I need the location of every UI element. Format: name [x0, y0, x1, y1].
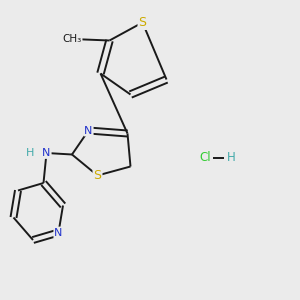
Text: N: N	[42, 148, 51, 158]
Text: H: H	[226, 151, 236, 164]
Text: Cl: Cl	[200, 151, 211, 164]
Text: S: S	[94, 169, 101, 182]
Text: H: H	[26, 148, 34, 158]
Text: CH₃: CH₃	[62, 34, 82, 44]
Text: N: N	[84, 125, 93, 136]
Text: N: N	[54, 227, 63, 238]
Text: S: S	[139, 16, 146, 29]
